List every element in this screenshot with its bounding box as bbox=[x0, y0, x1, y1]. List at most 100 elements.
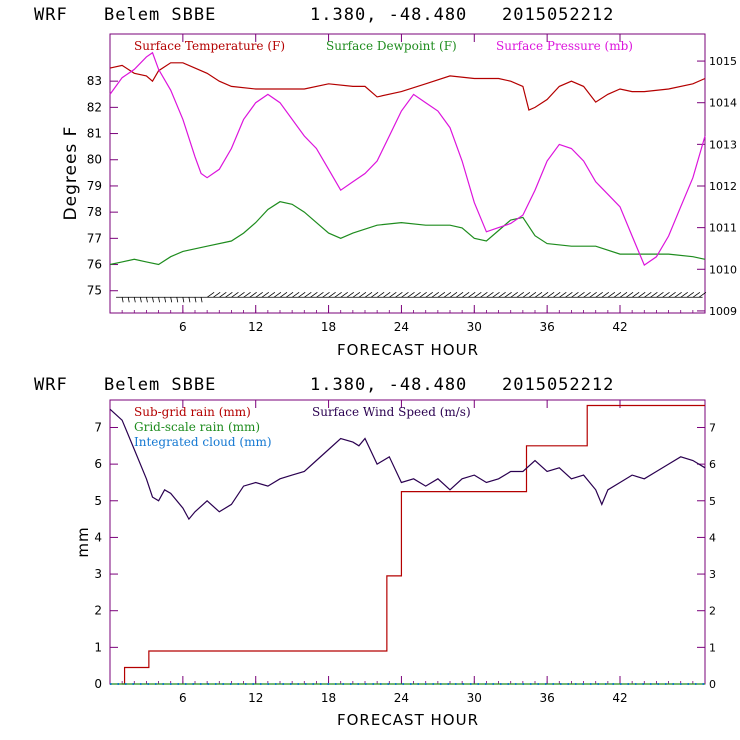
wind-barb bbox=[510, 291, 518, 298]
y-left-tick-label: 7 bbox=[94, 420, 102, 434]
series-surface-temperature-f bbox=[109, 62, 706, 111]
wind-barb bbox=[219, 291, 227, 298]
legend-surface-dewpoint: Surface Dewpoint (F) bbox=[326, 39, 457, 53]
wind-barb bbox=[619, 291, 628, 298]
panel1-series bbox=[109, 51, 706, 267]
wind-barb bbox=[607, 291, 616, 298]
y-right-tick-label: 1015 bbox=[709, 55, 737, 68]
panel1-xlabel: FORECAST HOUR bbox=[337, 341, 479, 359]
x-tick-label: 36 bbox=[540, 691, 555, 705]
x-tick-label: 24 bbox=[394, 320, 409, 334]
legend-surface-temperature: Surface Temperature (F) bbox=[134, 39, 285, 53]
y-left-tick-label: 78 bbox=[87, 205, 102, 219]
wind-barb bbox=[376, 291, 385, 298]
wind-barb bbox=[565, 291, 573, 298]
y-left-tick-label: 82 bbox=[87, 100, 102, 114]
wind-barb bbox=[273, 291, 282, 298]
wind-barb bbox=[121, 297, 124, 303]
x-tick-label: 6 bbox=[179, 320, 187, 334]
y-right-tick-label: 0 bbox=[709, 678, 716, 691]
wind-barb bbox=[698, 291, 707, 298]
y-left-tick-label: 79 bbox=[87, 179, 102, 193]
wind-barb bbox=[170, 297, 173, 303]
wind-barb bbox=[589, 291, 597, 298]
panel2-header: WRF Belem SBBE 1.380, -48.480 2015052212 bbox=[34, 375, 614, 395]
wind-barb bbox=[334, 291, 342, 298]
y-right-tick-label: 1010 bbox=[709, 263, 737, 276]
x-tick-label: 30 bbox=[467, 320, 482, 334]
wind-barb bbox=[480, 291, 488, 298]
legend-surface-pressure: Surface Pressure (mb) bbox=[496, 39, 633, 53]
wind-barb bbox=[401, 291, 409, 298]
wind-barb bbox=[316, 291, 324, 298]
series-sub-grid-rain-mm bbox=[122, 404, 705, 685]
panel2-legend: Sub-grid rain (mm) Grid-scale rain (mm) … bbox=[134, 405, 471, 449]
wind-barb bbox=[176, 297, 179, 303]
y-right-tick-label: 1 bbox=[709, 641, 716, 654]
legend-subgrid-rain: Sub-grid rain (mm) bbox=[134, 405, 251, 419]
wind-barb bbox=[225, 291, 233, 298]
y-left-tick-label: 76 bbox=[87, 258, 102, 272]
wind-barb bbox=[255, 291, 263, 298]
wind-barb bbox=[443, 291, 452, 298]
wind-barb bbox=[127, 297, 130, 303]
x-tick-label: 12 bbox=[248, 320, 263, 334]
wind-barb bbox=[133, 297, 136, 303]
panel1-coords: 1.380, -48.480 bbox=[310, 5, 467, 25]
wind-barb bbox=[656, 291, 664, 298]
wind-barb bbox=[152, 297, 154, 303]
y-left-tick-label: 1 bbox=[94, 640, 102, 654]
wind-barb bbox=[431, 291, 440, 298]
series-surface-wind-speed-m-s bbox=[109, 408, 706, 521]
wind-barb bbox=[552, 291, 561, 298]
x-tick-label: 18 bbox=[321, 320, 336, 334]
wind-barb bbox=[200, 297, 203, 303]
x-tick-label: 12 bbox=[248, 691, 263, 705]
panel2-model: WRF bbox=[34, 375, 68, 395]
y-right-tick-label: 1009 bbox=[709, 305, 737, 318]
wind-barb bbox=[625, 291, 634, 298]
wind-barb bbox=[425, 291, 433, 298]
y-left-tick-label: 83 bbox=[87, 74, 102, 88]
wind-barb bbox=[249, 291, 257, 298]
wind-barb bbox=[395, 291, 403, 298]
wind-barb bbox=[449, 291, 458, 298]
y-left-tick-label: 4 bbox=[94, 530, 102, 544]
wind-barb bbox=[637, 291, 646, 298]
wind-barb bbox=[686, 291, 695, 298]
legend-integrated-cloud: Integrated cloud (mm) bbox=[134, 435, 272, 449]
panel2-coords: 1.380, -48.480 bbox=[310, 375, 467, 395]
wind-barb bbox=[182, 297, 185, 303]
wind-barb bbox=[164, 297, 167, 303]
wind-barb bbox=[291, 291, 300, 298]
y-right-tick-label: 1011 bbox=[709, 222, 737, 235]
wind-barb bbox=[601, 291, 610, 298]
panel1-frame bbox=[109, 33, 706, 314]
wind-barb bbox=[516, 291, 525, 298]
y-right-tick-label: 5 bbox=[709, 495, 716, 508]
panel1-station: Belem SBBE bbox=[104, 5, 216, 25]
wind-barb bbox=[237, 291, 245, 298]
wind-barb bbox=[486, 291, 494, 298]
panel2-init-time: 2015052212 bbox=[502, 375, 614, 395]
wind-barb bbox=[352, 291, 361, 298]
wind-barb bbox=[668, 291, 676, 298]
panel2-ylabel: mm bbox=[74, 526, 92, 557]
panel1-header: WRF Belem SBBE 1.380, -48.480 2015052212 bbox=[34, 5, 613, 25]
wind-barb bbox=[540, 291, 549, 298]
wind-barb bbox=[419, 291, 427, 298]
wind-barb bbox=[139, 297, 142, 303]
legend-surface-wind-speed: Surface Wind Speed (m/s) bbox=[312, 405, 471, 419]
y-left-tick-label: 81 bbox=[87, 127, 102, 141]
wind-barb bbox=[212, 291, 221, 298]
wind-barb bbox=[577, 291, 585, 298]
y-left-tick-label: 5 bbox=[94, 494, 102, 508]
x-tick-label: 42 bbox=[612, 320, 627, 334]
wind-barb bbox=[231, 291, 239, 298]
wind-barb bbox=[340, 291, 348, 298]
wind-barb bbox=[328, 291, 336, 298]
wind-barb bbox=[279, 291, 288, 298]
series-surface-dewpoint-f bbox=[109, 201, 706, 266]
y-right-tick-label: 4 bbox=[709, 531, 716, 544]
